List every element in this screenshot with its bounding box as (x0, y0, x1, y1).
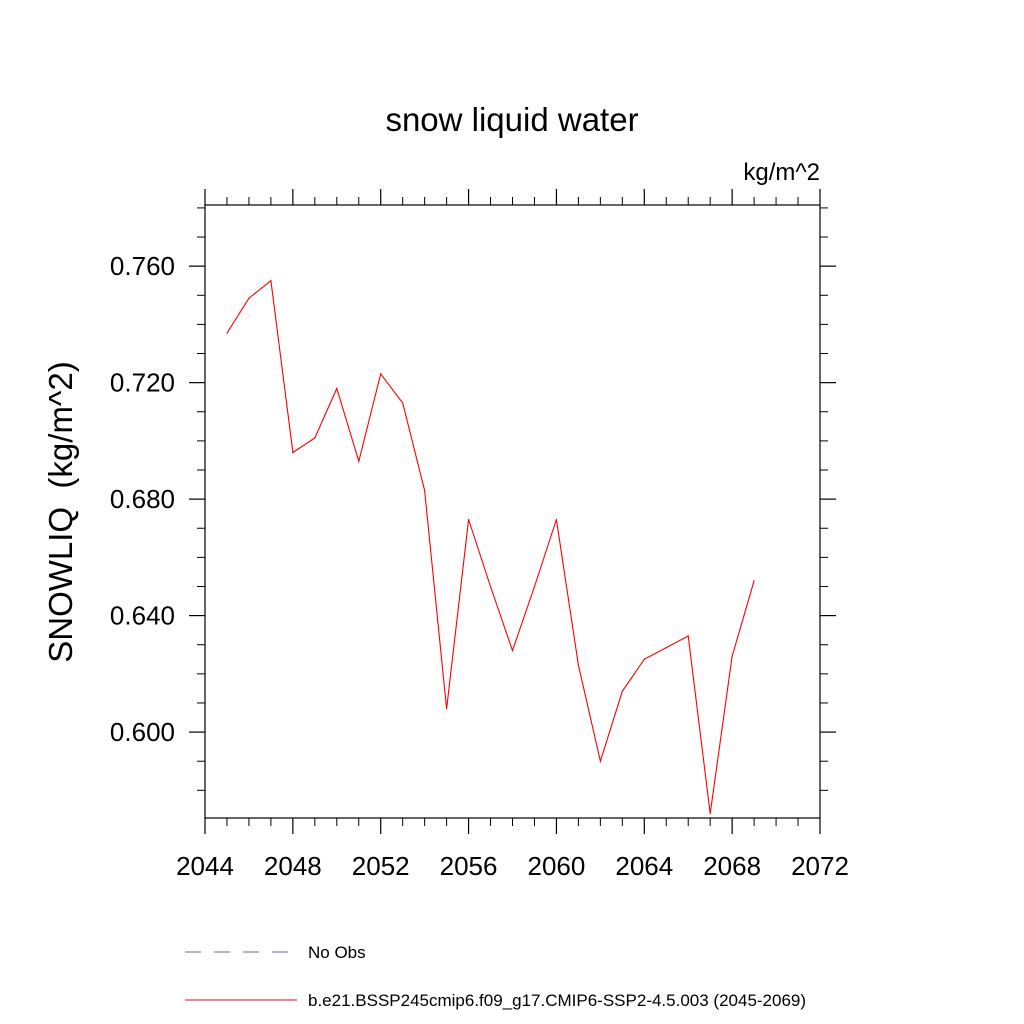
data-point (555, 518, 558, 521)
data-point (511, 649, 514, 652)
data-point (467, 518, 470, 521)
data-point (731, 655, 733, 657)
data-point (358, 460, 360, 462)
data-point (709, 813, 711, 815)
x-tick-label: 2064 (615, 851, 673, 881)
data-point (270, 280, 272, 282)
data-point (643, 658, 645, 660)
x-tick-label: 2068 (703, 851, 761, 881)
data-point (424, 489, 426, 491)
chart-title: snow liquid water (385, 101, 638, 138)
y-axis-label: SNOWLIQ (kg/m^2) (42, 361, 79, 663)
x-tick-label: 2056 (440, 851, 498, 881)
plot-frame (204, 204, 821, 819)
data-point (533, 585, 536, 588)
data-point (577, 664, 579, 666)
legend-label-no-obs: No Obs (308, 943, 366, 962)
data-point (380, 373, 382, 375)
plot-area: 2044 2048 2052 2056 2060 2064 2068 2072 0.6000.… (110, 189, 849, 881)
y-tick-label: 0.600 (110, 717, 175, 747)
data-point (665, 647, 667, 649)
data-point (621, 690, 623, 692)
data-point (753, 580, 755, 582)
units-label: kg/m^2 (743, 159, 820, 186)
data-point (248, 297, 250, 299)
x-tick-label: 2052 (352, 851, 410, 881)
series-line (226, 279, 755, 814)
data-point (402, 402, 404, 404)
data-point (446, 708, 448, 710)
y-tick-label: 0.680 (110, 484, 175, 514)
x-tick-label: 2072 (791, 851, 849, 881)
axis-ticks (189, 189, 836, 834)
data-point (336, 387, 338, 390)
x-tick-label: 2048 (264, 851, 322, 881)
y-tick-label: 0.720 (110, 368, 175, 398)
legend-label-model: b.e21.BSSP245cmip6.f09_g17.CMIP6-SSP2-4.… (308, 991, 806, 1010)
series-lines (226, 279, 755, 815)
data-point (292, 451, 294, 454)
data-point (599, 760, 601, 762)
y-tick-label: 0.640 (110, 601, 175, 631)
data-point (489, 585, 492, 588)
y-tick-labels: 0.600 0.640 0.680 0.720 0.760 (110, 251, 175, 747)
x-tick-labels: 2044 2048 2052 2056 2060 2064 2068 2072 (176, 851, 849, 881)
x-tick-label: 2060 (528, 851, 586, 881)
x-tick-label: 2044 (176, 851, 234, 881)
data-point (226, 332, 228, 334)
data-point (314, 437, 316, 439)
data-point (687, 635, 689, 637)
y-tick-label: 0.760 (110, 251, 175, 281)
legend: No Obs b.e21.BSSP245cmip6.f09_g17.CMIP6-… (185, 943, 806, 1010)
